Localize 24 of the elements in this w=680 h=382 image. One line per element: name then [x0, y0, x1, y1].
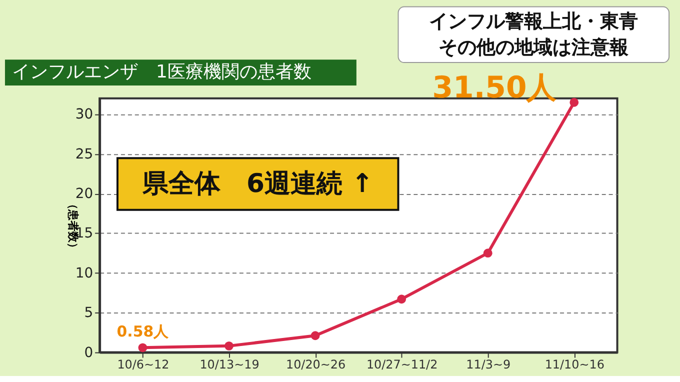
point: [397, 294, 406, 304]
annotation: 31.50人: [432, 70, 558, 106]
y-tick-label: 25: [75, 146, 94, 162]
x-tick-label: 11/3~9: [466, 358, 511, 372]
point: [570, 98, 579, 107]
x-tick-label: 11/10~16: [544, 358, 604, 372]
point: [138, 343, 148, 352]
x-tick-label: 10/27~11/2: [366, 358, 438, 372]
x-tick-label: 10/6~12: [117, 358, 170, 372]
y-tick-label: 5: [84, 305, 94, 322]
y-tick-label: 20: [75, 186, 94, 202]
annotation: 県全体 6週連続 ↑: [142, 168, 374, 199]
y-tick-label: 0: [84, 344, 94, 361]
x-tick-label: 10/20~26: [286, 358, 346, 372]
annotation: 0.58人: [116, 322, 170, 341]
point: [483, 248, 492, 258]
x-tick-label: 10/13~19: [200, 358, 260, 372]
point: [224, 341, 234, 350]
point: [310, 331, 320, 340]
chart-title: インフルエンザ 1医療機関の患者数: [12, 61, 312, 82]
text: インフル警報上北・東青: [429, 10, 638, 33]
y-tick-label: 30: [75, 106, 94, 123]
y-tick-label: 10: [75, 265, 94, 282]
text: その他の地域は注意報: [438, 36, 630, 59]
